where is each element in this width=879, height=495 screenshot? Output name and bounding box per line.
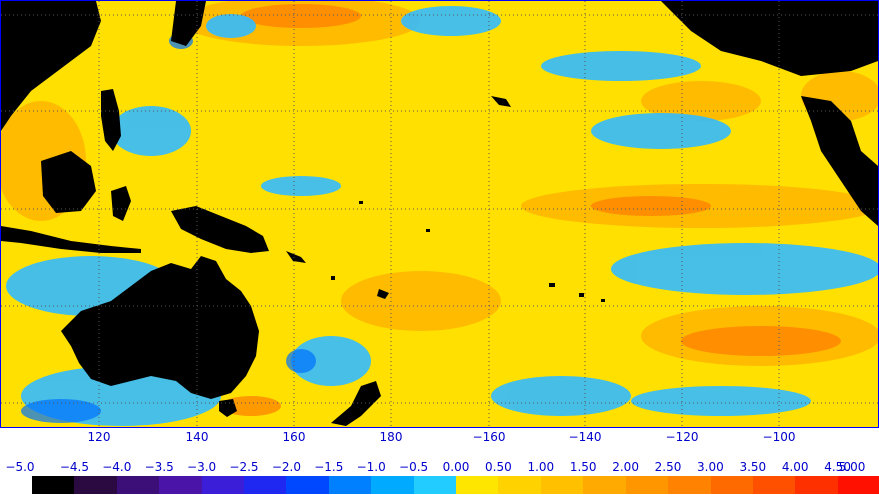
cool-anomaly-regions (6, 6, 878, 426)
colorbar-tick-label: −2.0 (271, 460, 301, 474)
colorbar-swatch (540, 476, 584, 494)
colorbar-tick-label: 4.50 (824, 460, 851, 474)
north-america (661, 1, 878, 76)
colorbar-tick-label: −1.0 (356, 460, 386, 474)
central-america (801, 96, 878, 226)
colorbar-tick-label: −3.5 (144, 460, 174, 474)
fiji (377, 289, 389, 299)
hawaiian-islands (491, 96, 511, 107)
colorbar (32, 476, 879, 494)
colorbar-tick-label: −5.0 (5, 460, 35, 474)
colorbar-tick-label: 0.50 (485, 460, 512, 474)
colorbar-swatch (116, 476, 160, 494)
longitude-label: −140 (568, 430, 602, 444)
longitude-label: −120 (665, 430, 699, 444)
colorbar-swatch (371, 476, 414, 494)
colorbar-swatch (837, 476, 879, 494)
colorbar-tick-label: 2.00 (612, 460, 639, 474)
colorbar-tick-label: 4.00 (781, 460, 809, 474)
longitude-label: −100 (762, 430, 796, 444)
colorbar-tick-label: 3.00 (697, 460, 724, 474)
colorbar-tick-label: −2.5 (229, 460, 259, 474)
longitude-label: 180 (379, 430, 403, 444)
colorbar-swatch (625, 476, 669, 494)
colorbar-swatch (795, 476, 838, 494)
new-guinea (171, 206, 269, 253)
colorbar-swatch (498, 476, 541, 494)
colorbar-tick-label: 2.50 (654, 460, 682, 474)
japan (171, 1, 206, 46)
hot-anomaly-regions (221, 4, 841, 416)
longitude-axis: 120 140 160 180 −160 −140 −120 −100 (0, 428, 879, 452)
colorbar-tick-label: 5.00 (838, 460, 866, 474)
longitude-label: 140 (185, 430, 209, 444)
colorbar-swatch (159, 476, 202, 494)
philippines (101, 89, 121, 151)
australia-landmass (61, 256, 259, 399)
colorbar-tick-label: −4.0 (102, 460, 132, 474)
colorbar-swatch (413, 476, 457, 494)
colorbar-swatch (752, 476, 796, 494)
colorbar-tick-label: 0.00 (442, 460, 470, 474)
colorbar-swatch (668, 476, 711, 494)
colorbar-swatch (201, 476, 245, 494)
longitude-label: 160 (282, 430, 306, 444)
longitude-label: 120 (87, 430, 111, 444)
colorbar-tick-label: −1.5 (314, 460, 344, 474)
colorbar-tick-label: −3.0 (187, 460, 217, 474)
graticule (1, 1, 878, 427)
colorbar-tick-label: 3.50 (739, 460, 767, 474)
colorbar-tick-label: 1.50 (569, 460, 597, 474)
sulawesi (111, 186, 131, 221)
colorbar-labels: −5.0 −4.5 −4.0 −3.5 −3.0 −2.5 −2.0 −1.5 −1.0 −0.5… (0, 460, 879, 476)
colorbar-swatch (74, 476, 117, 494)
colorbar-tick-label: −0.5 (399, 460, 429, 474)
colorbar-swatch (32, 476, 75, 494)
sumatra-java (1, 226, 141, 253)
asia-mainland (1, 1, 101, 131)
colorbar-tick-label: −4.5 (59, 460, 89, 474)
longitude-label: −160 (472, 430, 506, 444)
colorbar-swatch (244, 476, 287, 494)
map-graphic (1, 1, 878, 427)
tasmania (219, 399, 237, 417)
solomon-islands (286, 251, 306, 263)
sea-surface-temperature-map (0, 0, 879, 428)
colorbar-tick-label: 1.00 (527, 460, 555, 474)
colorbar-swatch (456, 476, 499, 494)
new-zealand (331, 381, 381, 426)
colorbar-swatch (710, 476, 753, 494)
colorbar-swatch (286, 476, 329, 494)
land-masses (1, 1, 878, 426)
colorbar-swatch (328, 476, 372, 494)
colorbar-swatch (583, 476, 626, 494)
borneo (41, 151, 96, 213)
